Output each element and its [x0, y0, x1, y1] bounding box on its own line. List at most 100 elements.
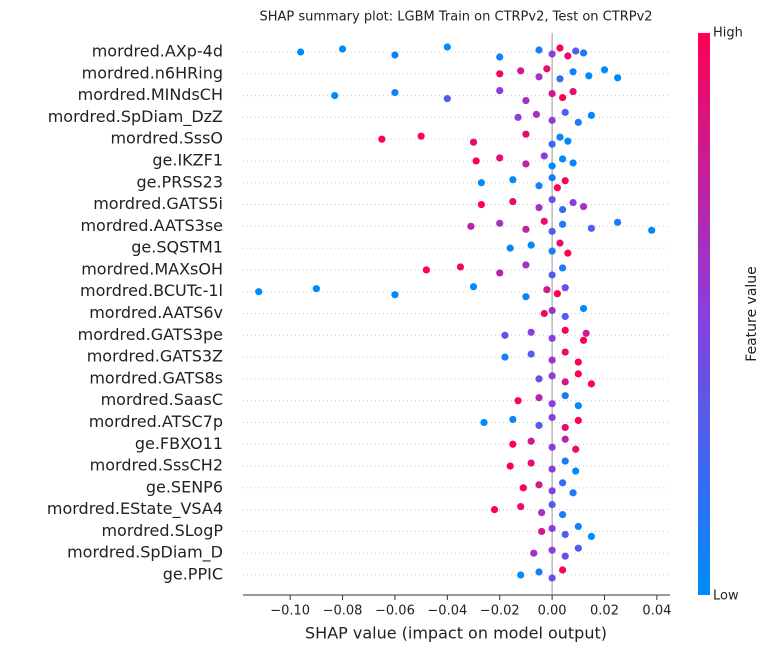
- shap-dot: [509, 440, 517, 448]
- shap-dot: [422, 266, 430, 274]
- shap-dot: [467, 222, 475, 230]
- shap-dot: [548, 116, 556, 124]
- shap-dot: [574, 544, 582, 552]
- shap-dot: [496, 219, 504, 227]
- feature-label: ge.IKZF1: [152, 150, 223, 169]
- shap-dot: [585, 72, 593, 80]
- feature-label: mordred.AATS6v: [89, 303, 223, 322]
- shap-dot: [556, 44, 564, 52]
- shap-dot: [535, 481, 543, 489]
- shap-dot: [506, 244, 514, 252]
- shap-dot: [490, 506, 499, 514]
- shap-dot: [614, 218, 622, 226]
- shap-dot: [540, 152, 548, 160]
- shap-dot: [391, 88, 399, 97]
- shap-dot: [532, 110, 540, 118]
- shap-dot: [561, 435, 569, 443]
- shap-dot: [509, 197, 517, 206]
- shap-dot: [548, 140, 556, 148]
- shap-dot: [522, 293, 530, 301]
- shap-dot: [579, 336, 588, 344]
- shap-dot: [527, 350, 535, 358]
- feature-label: mordred.SpDiam_D: [67, 543, 223, 563]
- shap-dot: [535, 375, 543, 383]
- shap-dot: [553, 184, 561, 192]
- shap-dot: [548, 546, 556, 554]
- shap-dot: [561, 348, 569, 356]
- feature-label: mordred.AATS3se: [80, 216, 223, 235]
- shap-dot: [509, 176, 517, 184]
- feature-label: mordred.SaasC: [101, 390, 223, 409]
- shap-dot: [561, 457, 569, 465]
- shap-dot: [548, 356, 556, 364]
- shap-dot: [527, 459, 535, 467]
- shap-dot: [535, 182, 543, 190]
- shap-dot: [564, 249, 572, 257]
- shap-dot: [517, 67, 525, 75]
- shap-dot: [558, 566, 567, 574]
- shap-dot: [477, 179, 485, 187]
- shap-dot: [443, 43, 451, 51]
- shap-dot: [543, 65, 551, 73]
- shap-dot: [378, 135, 386, 143]
- shap-dot: [456, 263, 465, 271]
- feature-label: mordred.SssCH2: [90, 456, 223, 475]
- shap-dot: [558, 511, 567, 519]
- shap-dot: [587, 380, 596, 388]
- shap-dot: [569, 159, 577, 167]
- shap-dot: [469, 283, 478, 291]
- shap-dot: [506, 462, 514, 470]
- feature-label: ge.FBXO11: [135, 434, 223, 453]
- x-tick-label: −0.08: [323, 604, 363, 619]
- shap-dot: [522, 130, 530, 138]
- shap-dot: [548, 89, 556, 98]
- colorbar-high: High: [713, 26, 743, 41]
- feature-label: ge.SENP6: [146, 477, 223, 496]
- shap-dot: [579, 202, 588, 211]
- shap-dot: [391, 291, 399, 299]
- shap-dot: [574, 370, 582, 378]
- feature-label: mordred.BCUTc-1l: [80, 281, 223, 300]
- shap-dot: [548, 524, 556, 533]
- feature-label: mordred.SLogP: [101, 521, 223, 540]
- shap-dot: [519, 484, 527, 492]
- shap-dot: [564, 52, 572, 60]
- shap-dot: [496, 154, 504, 162]
- shap-dot: [522, 225, 530, 233]
- feature-label: mordred.GATS3pe: [78, 325, 223, 344]
- shap-dot: [517, 503, 525, 511]
- shap-dot: [561, 530, 569, 539]
- shap-dot: [535, 203, 543, 212]
- shap-dot: [558, 264, 567, 272]
- shap-dot: [496, 53, 504, 61]
- shap-dot: [297, 48, 305, 56]
- shap-dot: [558, 220, 567, 228]
- shap-dot: [496, 86, 504, 95]
- shap-dot: [509, 415, 517, 424]
- shap-dot: [538, 527, 546, 536]
- shap-dot: [548, 195, 556, 204]
- shap-dot: [556, 75, 564, 83]
- feature-label: mordred.ATSC7p: [89, 412, 223, 431]
- shap-dot: [548, 247, 556, 255]
- feature-label: mordred.MINdsCH: [78, 85, 223, 104]
- shap-dot: [553, 290, 561, 298]
- shap-dot: [469, 138, 478, 146]
- shap-dot: [535, 394, 543, 402]
- shap-dot: [582, 329, 590, 337]
- shap-dot: [535, 568, 543, 576]
- shap-dot: [561, 378, 569, 386]
- x-axis-label: SHAP value (impact on model output): [305, 624, 607, 643]
- shap-dot: [331, 91, 339, 100]
- shap-dot: [496, 269, 504, 277]
- shap-dot: [558, 93, 567, 102]
- feature-label: ge.PRSS23: [136, 172, 223, 191]
- shap-dot: [556, 239, 564, 247]
- feature-label: ge.SQSTM1: [131, 238, 223, 257]
- shap-dot: [548, 443, 556, 451]
- shap-dot: [600, 66, 609, 74]
- colorbar: [698, 33, 710, 595]
- feature-label: mordred.n6HRing: [82, 63, 223, 82]
- shap-dot: [572, 467, 580, 475]
- shap-dot: [561, 312, 569, 321]
